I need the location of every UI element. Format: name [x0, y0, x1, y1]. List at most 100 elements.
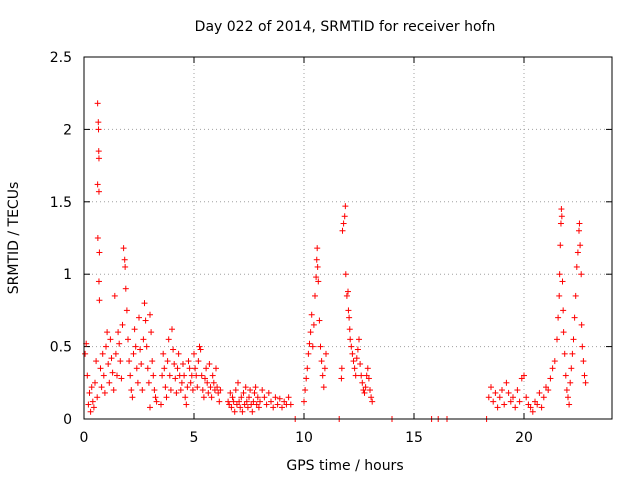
data-point: [499, 387, 505, 394]
data-point: [133, 365, 140, 372]
data-point: [558, 213, 565, 220]
data-point: [307, 329, 314, 336]
data-point: [540, 394, 547, 401]
data-point: [125, 336, 131, 343]
data-point: [97, 365, 104, 372]
data-point: [547, 375, 554, 382]
data-point: [485, 394, 492, 401]
data-point: [319, 372, 326, 379]
data-point: [171, 360, 178, 367]
data-point: [85, 401, 92, 408]
data-point: [130, 350, 137, 357]
data-point: [247, 387, 254, 394]
data-point: [315, 278, 322, 285]
data-point: [204, 379, 211, 386]
data-point: [301, 398, 307, 405]
data-point: [110, 387, 117, 394]
data-point: [320, 384, 327, 391]
data-point: [340, 220, 347, 227]
data-point: [184, 384, 191, 391]
data-point: [200, 394, 207, 401]
data-point: [141, 300, 148, 307]
data-point: [580, 358, 587, 365]
data-point: [172, 375, 179, 382]
data-point: [254, 394, 261, 401]
data-point: [349, 350, 356, 357]
data-point: [214, 384, 221, 391]
data-point: [573, 263, 580, 270]
data-point: [186, 365, 193, 372]
data-point: [356, 336, 362, 343]
data-point: [347, 336, 354, 343]
data-point: [95, 155, 102, 162]
data-point: [151, 387, 158, 394]
data-point: [341, 213, 348, 220]
data-point: [514, 387, 521, 394]
data-point: [149, 358, 156, 365]
data-point: [94, 181, 101, 188]
data-point: [122, 285, 129, 292]
data-point: [159, 372, 166, 379]
data-point: [255, 404, 262, 411]
data-point: [361, 389, 368, 396]
data-point: [246, 394, 252, 401]
data-point: [96, 249, 103, 256]
data-point: [139, 387, 146, 394]
data-point: [238, 394, 245, 401]
data-point: [93, 358, 100, 365]
data-point: [196, 343, 203, 350]
data-point: [265, 389, 272, 396]
data-point: [571, 314, 578, 321]
data-point: [92, 379, 98, 386]
data-point: [115, 329, 122, 336]
data-point: [505, 389, 512, 396]
data-point: [112, 350, 119, 357]
data-point: [551, 358, 558, 365]
data-point: [510, 394, 516, 401]
x-tick-label: 5: [190, 430, 199, 446]
data-point: [559, 278, 566, 285]
data-point: [105, 360, 112, 367]
data-point: [103, 343, 109, 350]
data-point: [249, 408, 256, 415]
data-point: [240, 389, 247, 396]
data-point: [577, 242, 584, 249]
data-point: [276, 395, 283, 402]
data-points: [82, 100, 589, 422]
data-point: [207, 384, 214, 391]
data-point: [314, 263, 321, 270]
data-point: [309, 343, 316, 350]
axis-ticks: [83, 56, 612, 420]
data-point: [180, 360, 186, 367]
data-point: [353, 355, 360, 362]
data-point: [250, 398, 257, 405]
data-point: [545, 387, 552, 394]
data-point: [342, 203, 349, 210]
data-point: [228, 404, 235, 411]
data-point: [549, 365, 556, 372]
data-point: [197, 346, 204, 353]
data-point: [90, 404, 97, 411]
data-point: [338, 375, 345, 382]
data-point: [304, 365, 311, 372]
data-point: [561, 350, 568, 357]
data-point: [578, 321, 585, 328]
data-point: [164, 358, 171, 365]
data-point: [367, 387, 373, 394]
data-point: [582, 379, 589, 386]
data-point: [167, 387, 174, 394]
data-point: [576, 220, 583, 227]
data-point: [187, 379, 194, 386]
data-point: [563, 387, 570, 394]
data-point: [86, 389, 93, 396]
data-point: [352, 372, 359, 379]
data-point: [217, 387, 224, 394]
data-point: [312, 292, 318, 299]
data-point: [153, 398, 160, 405]
data-point: [251, 389, 258, 396]
data-point: [235, 379, 241, 386]
data-point: [99, 350, 106, 357]
data-point: [134, 379, 141, 386]
data-point: [346, 314, 353, 321]
data-point: [162, 384, 169, 391]
